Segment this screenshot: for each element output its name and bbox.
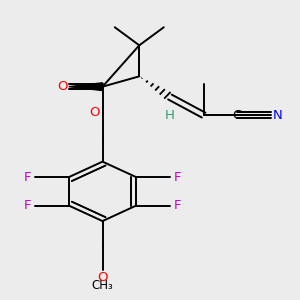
- Text: O: O: [57, 80, 68, 93]
- Text: F: F: [174, 199, 181, 212]
- Text: N: N: [272, 109, 282, 122]
- Text: O: O: [97, 272, 108, 284]
- Text: CH₃: CH₃: [92, 279, 113, 292]
- Text: F: F: [174, 171, 181, 184]
- Text: O: O: [90, 106, 100, 119]
- Text: C: C: [233, 109, 242, 122]
- Text: H: H: [165, 109, 175, 122]
- Text: F: F: [24, 199, 31, 212]
- Text: F: F: [24, 171, 31, 184]
- Polygon shape: [69, 83, 103, 91]
